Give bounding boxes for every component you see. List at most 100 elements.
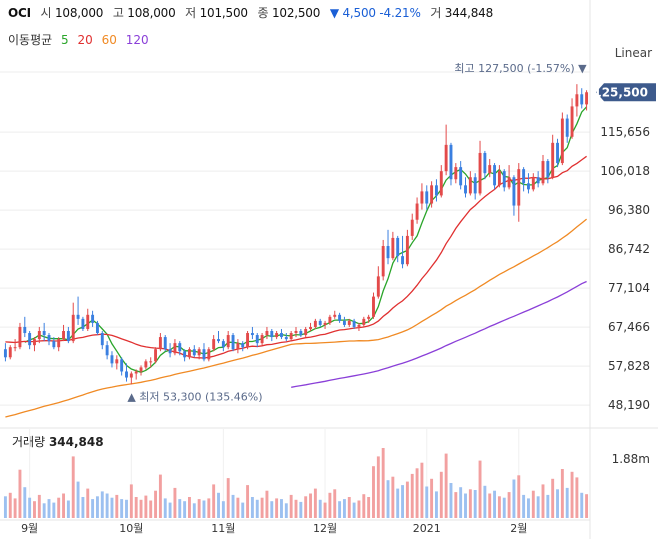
candle-body (42, 331, 46, 336)
candle-body (352, 320, 356, 327)
candle-body (125, 371, 128, 378)
volume-bar (168, 502, 172, 518)
candle-body (231, 335, 235, 350)
volume-bar (333, 489, 337, 518)
volume-bar (280, 499, 283, 518)
candle-body (585, 92, 589, 105)
volume-bar (347, 497, 351, 518)
volume-bar (367, 497, 371, 518)
candle-body (517, 169, 521, 206)
candle-body (304, 328, 308, 336)
ma-legend-label: 이동평균 (8, 33, 53, 47)
candle-body (367, 316, 371, 319)
candle-body (401, 256, 404, 265)
volume-bars (3, 448, 589, 518)
candle-body (163, 337, 167, 350)
candle-body (275, 333, 279, 338)
volume-bar (144, 495, 148, 518)
candle-body (241, 343, 245, 348)
candle-body (420, 191, 424, 204)
price-tick-label: 96,380 (608, 203, 650, 217)
date-tick-label: 9월 (21, 522, 38, 535)
volume-bar (226, 478, 230, 518)
volume-bar (415, 468, 419, 518)
candle-body (81, 318, 85, 329)
price-tick-label: 115,656 (600, 125, 650, 139)
candle-body (173, 343, 177, 354)
low-annotation: ▲ 최저 53,300 (135.46%) (127, 390, 262, 403)
volume-bar (115, 494, 119, 518)
candle-body (154, 349, 158, 362)
volume-bar (580, 492, 584, 518)
volume-bar (188, 497, 191, 518)
candle-body (284, 337, 288, 340)
volume-bar (110, 497, 114, 518)
volume-bar (527, 498, 530, 518)
volume-bar (464, 493, 467, 518)
price-tick-label: 106,018 (600, 164, 650, 178)
volume-bar (434, 491, 438, 518)
volume-bar (289, 494, 293, 518)
volume-bar (381, 448, 385, 518)
volume-bar (250, 497, 254, 518)
volume-bar (13, 498, 17, 518)
volume-bar (71, 456, 75, 518)
volume-bar (352, 502, 356, 518)
volume-bar (81, 497, 85, 518)
candle-body (280, 333, 283, 338)
current-price-tag (596, 83, 656, 102)
volume-bar (396, 488, 400, 518)
volume-bar (284, 503, 288, 518)
volume-axis-label: 1.88m (612, 452, 650, 466)
candle-body (28, 333, 32, 346)
candle-body (478, 152, 482, 194)
scale-mode-toggle[interactable]: Linear (614, 46, 652, 60)
volume-bar (556, 489, 559, 518)
candle-body (449, 144, 453, 180)
volume-bar (221, 501, 225, 518)
candle-body (531, 177, 535, 190)
candle-body (468, 177, 472, 194)
candle-body (226, 335, 230, 348)
volume-bar (468, 489, 472, 518)
price-tick-label: 67,466 (608, 320, 650, 334)
candle-body (250, 333, 254, 336)
candle-body (144, 361, 148, 368)
quote-header: OCI 시 108,000 고 108,000 저 101,500 종 102,… (8, 4, 493, 21)
volume-bar (120, 499, 124, 518)
candle-body (289, 333, 293, 340)
volume-bar (410, 473, 414, 518)
volume-bar (313, 488, 317, 518)
candle-body (76, 314, 80, 319)
volume-bar (299, 501, 303, 518)
volume-bar (585, 494, 589, 518)
candle-body (212, 339, 216, 350)
volume-bar (546, 494, 550, 518)
volume-bar (76, 481, 80, 518)
candle-body (328, 316, 332, 323)
candle-body (546, 161, 550, 178)
candle-body (37, 331, 41, 340)
candle-body (47, 335, 51, 342)
candle-body (217, 339, 220, 342)
volume-bar (47, 499, 51, 518)
candlesticks (3, 84, 589, 385)
candle-body (255, 335, 259, 344)
candle-body (197, 349, 201, 356)
candle-body (575, 94, 579, 107)
candle-body (556, 142, 559, 164)
volume-bar (323, 502, 327, 518)
volume-bar (134, 497, 138, 518)
volume-bar (66, 500, 70, 518)
volume-bar (57, 497, 61, 518)
candle-body (454, 167, 458, 180)
price-tick-label: 48,190 (608, 398, 650, 412)
volume-bar (376, 456, 380, 518)
volume-bar (309, 493, 312, 518)
volume-bar (517, 475, 521, 518)
volume-bar (270, 501, 274, 518)
candle-body (580, 94, 584, 105)
volume-bar (565, 487, 569, 518)
price-tick-label: 77,104 (608, 281, 650, 295)
